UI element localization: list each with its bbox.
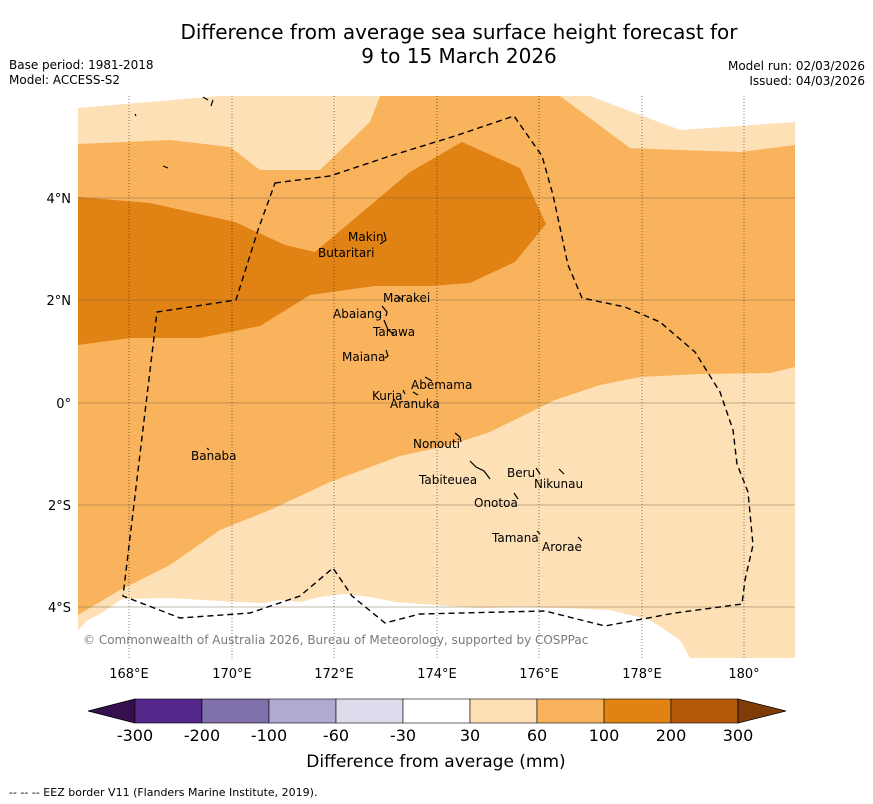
colorbar-label: -300 (117, 726, 153, 745)
island-nikunau-shape (558, 468, 565, 475)
colorbar-label: 100 (589, 726, 620, 745)
island-label-beru: Beru (507, 466, 535, 480)
map-title: Difference from average sea surface heig… (0, 20, 873, 68)
colorbar-segment (536, 698, 605, 724)
y-tick-label: 2°S (48, 499, 71, 514)
x-tick-label: 180° (728, 667, 759, 682)
colorbar-max-extension (737, 698, 787, 724)
island-label-aranuka: Aranuka (390, 397, 440, 411)
island-arorae-shape (577, 536, 583, 542)
island-beru-shape (535, 467, 541, 475)
y-axis-ticks: 4°N 2°N 0° 2°S 4°S (47, 192, 72, 616)
island-label-onotoa: Onotoa (474, 496, 518, 510)
island-label-makin: Makin (348, 230, 384, 244)
colorbar-min-extension (87, 698, 136, 724)
island-makin-shape (379, 231, 387, 245)
island-north-islet-shape (202, 96, 214, 107)
x-tick-label: 176°E (519, 667, 559, 682)
island-label-kuria: Kuria (372, 389, 403, 403)
island-label-maiana: Maiana (342, 350, 385, 364)
island-tabiteuea-shape (469, 460, 491, 480)
colorbar-label: 30 (460, 726, 480, 745)
island-label-arorae: Arorae (542, 540, 582, 554)
island-banaba-shape (206, 447, 210, 451)
model-name: Model: ACCESS-S2 (9, 73, 121, 87)
island-shapes (134, 96, 583, 542)
island-label-abemama: Abemama (411, 378, 472, 392)
island-label-abaiang: Abaiang (333, 307, 382, 321)
island-maiana-shape (384, 349, 389, 359)
island-label-nonouti: Nonouti (413, 437, 460, 451)
colorbar-label: 300 (723, 726, 754, 745)
contour-layer (78, 96, 795, 658)
island-kuria-shape (402, 389, 406, 395)
gridlines (78, 96, 795, 658)
base-period: Base period: 1981-2018 (9, 58, 154, 72)
colorbar-label: 200 (656, 726, 687, 745)
colorbar-label: -30 (390, 726, 416, 745)
title-line-1: Difference from average sea surface heig… (180, 20, 738, 44)
island-nonouti-shape (454, 432, 462, 443)
island-aranuka-shape (412, 391, 419, 396)
eez-legend: -- -- -- EEZ border V11 (Flanders Marine… (9, 786, 318, 799)
model-run: Model run: 02/03/2026 (727, 59, 865, 73)
island-tamana-shape (536, 530, 541, 535)
island-labels: Makin Butaritari Marakei Abaiang Tarawa … (191, 230, 583, 554)
colorbar-segment (603, 698, 672, 724)
island-tarawa-shape (383, 319, 395, 335)
colorbar-title: Difference from average (mm) (306, 752, 565, 772)
colorbar-segment (670, 698, 739, 724)
title-line-2: 9 to 15 March 2026 (361, 44, 557, 68)
island-abemama-shape (424, 376, 433, 382)
island-abaiang-shape (381, 305, 388, 317)
colorbar-label: -100 (251, 726, 287, 745)
island-label-tamana: Tamana (491, 531, 539, 545)
y-tick-label: 0° (56, 397, 71, 412)
contour-white-gap (78, 594, 690, 658)
contour-100-200-band (78, 142, 546, 345)
colorbar-label: 60 (527, 726, 547, 745)
run-info: Model run: 02/03/2026 Issued: 04/03/2026 (728, 59, 865, 89)
island-northwest-islet-a-shape (134, 113, 137, 117)
issued-date: Issued: 04/03/2026 (749, 74, 865, 88)
island-label-butaritari: Butaritari (318, 246, 375, 260)
x-tick-label: 168°E (109, 667, 149, 682)
island-marakei-shape (397, 295, 403, 301)
y-tick-label: 4°S (48, 601, 71, 616)
model-info: Base period: 1981-2018 Model: ACCESS-S2 (9, 58, 154, 88)
x-tick-label: 172°E (314, 667, 354, 682)
colorbar-segment (201, 698, 270, 724)
colorbar: -300 -200 -100 -60 -30 30 60 100 200 300 (87, 698, 787, 745)
x-tick-label: 174°E (417, 667, 457, 682)
copyright-notice: © Commonwealth of Australia 2026, Bureau… (83, 633, 588, 647)
island-label-tabiteuea: Tabiteuea (418, 473, 477, 487)
colorbar-segment (268, 698, 337, 724)
colorbar-segment (469, 698, 538, 724)
island-label-tarawa: Tarawa (372, 325, 415, 339)
island-onotoa-shape (513, 492, 519, 500)
island-northwest-islet-b-shape (162, 165, 169, 169)
island-label-nikunau: Nikunau (534, 477, 583, 491)
x-axis-ticks: 168°E 170°E 172°E 174°E 176°E 178°E 180° (109, 667, 759, 682)
y-tick-label: 2°N (47, 294, 72, 309)
x-tick-label: 178°E (622, 667, 662, 682)
island-label-marakei: Marakei (383, 291, 430, 305)
colorbar-label: -200 (184, 726, 220, 745)
colorbar-segment (335, 698, 404, 724)
colorbar-label: -60 (323, 726, 349, 745)
colorbar-segment (402, 698, 471, 724)
x-tick-label: 170°E (212, 667, 252, 682)
contour-60-100-band (78, 96, 795, 615)
y-tick-label: 4°N (47, 192, 72, 207)
colorbar-segment (134, 698, 203, 724)
island-label-banaba: Banaba (191, 449, 237, 463)
